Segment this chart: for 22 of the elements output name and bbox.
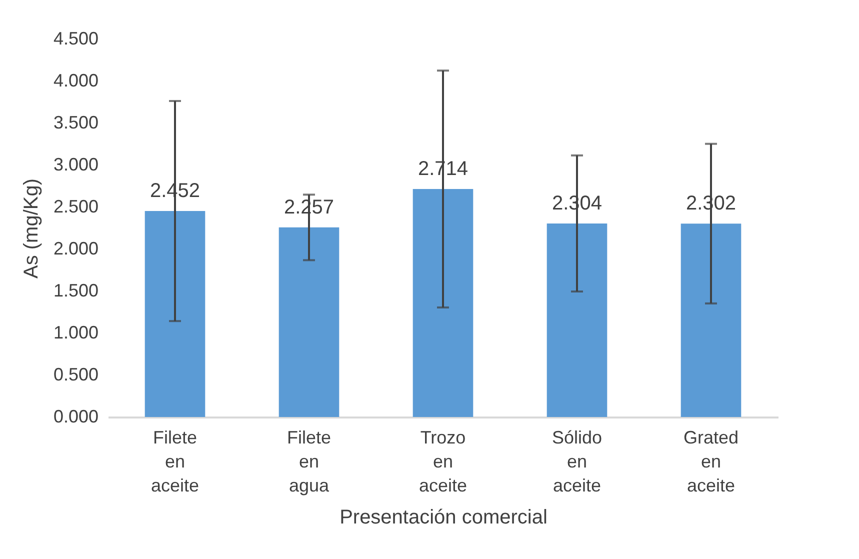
y-tick-label: 1.000 xyxy=(53,322,98,342)
bar xyxy=(144,211,206,417)
y-tick-label: 2.500 xyxy=(53,196,98,216)
bar xyxy=(278,227,340,417)
y-tick-label: 1.500 xyxy=(53,280,98,300)
y-tick-label: 0.000 xyxy=(53,406,98,426)
x-tick-label: Filete en aceite xyxy=(150,428,200,496)
x-tick-label: Filete en agua xyxy=(286,428,332,496)
y-tick-label: 3.500 xyxy=(53,112,98,132)
x-tick-label: Trozo en aceite xyxy=(418,428,468,496)
bar xyxy=(546,223,608,417)
y-axis-title: As (mg/Kg) xyxy=(20,178,42,279)
x-tick-label: Grated en aceite xyxy=(683,428,739,496)
y-tick-label: 4.500 xyxy=(53,28,98,48)
x-axis-title: Presentación comercial xyxy=(340,506,548,528)
y-tick-label: 0.500 xyxy=(53,364,98,384)
y-tick-label: 4.000 xyxy=(53,70,98,90)
bar xyxy=(412,189,474,417)
y-tick-label: 3.000 xyxy=(53,154,98,174)
x-tick-label: Sólido en aceite xyxy=(552,428,602,496)
y-tick-label: 2.000 xyxy=(53,238,98,258)
bar xyxy=(680,224,742,417)
